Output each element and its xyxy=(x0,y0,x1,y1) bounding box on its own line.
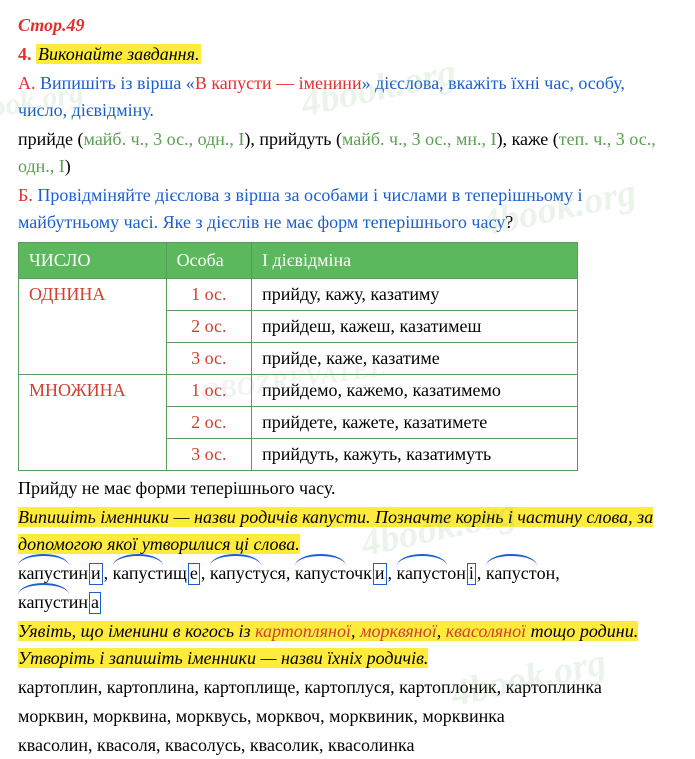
task3-answer-line: морквин, морквина, морквусь, морквоч, мо… xyxy=(18,703,677,730)
verb-1-attrs: майб. ч., 3 ос., одн., І xyxy=(84,129,245,149)
forms-cell: прийду, кажу, казатиму xyxy=(252,279,578,311)
word-root: капуст xyxy=(397,560,448,587)
page-reference: Стор.49 xyxy=(18,15,85,35)
col-header-person: Особа xyxy=(166,243,251,279)
col-header-conjugation: І дієвідміна xyxy=(252,243,578,279)
person-cell: 2 ос. xyxy=(166,407,251,439)
note-after-table: Прийду не має форми теперішнього часу. xyxy=(18,475,677,502)
group-plural: МНОЖИНА xyxy=(19,375,167,471)
question-mark: ? xyxy=(505,212,513,232)
forms-cell: прийдете, кажете, казатимете xyxy=(252,407,578,439)
task-number: 4. xyxy=(18,44,32,64)
word-root: капуст xyxy=(113,560,164,587)
task2-words: капустини, капустище, капустуся, капусто… xyxy=(18,560,677,587)
part-a-text-before: Випишіть із вірша « xyxy=(36,73,195,93)
part-a-answers: прийде (майб. ч., 3 ос., одн., І), прийд… xyxy=(18,126,677,180)
word-rest: уся xyxy=(261,563,286,583)
task-title: Виконайте завдання. xyxy=(36,44,201,64)
task3-answer-line: картоплин, картоплина, картоплище, карто… xyxy=(18,674,677,701)
table-row: МНОЖИНА 1 ос. прийдемо, кажемо, казатиме… xyxy=(19,375,578,407)
task2-words-line2: капустина xyxy=(18,589,677,616)
task3-hl-word: картопляної xyxy=(255,621,351,641)
part-a-instruction: А. Випишіть із вірша «В капусти — іменин… xyxy=(18,70,677,124)
person-cell: 1 ос. xyxy=(166,279,251,311)
part-b-text: Провідміняйте дієслова з вірша за особам… xyxy=(18,185,582,232)
task3-hl-before: Уявіть, що іменини в когось із xyxy=(18,621,255,641)
word-rest: очк xyxy=(346,563,372,583)
task3-hl-word: квасоляної xyxy=(446,621,526,641)
group-singular: ОДНИНА xyxy=(19,279,167,375)
word-suffix: а xyxy=(89,592,101,614)
forms-cell: прийдемо, кажемо, казатимемо xyxy=(252,375,578,407)
col-header-number: ЧИСЛО xyxy=(19,243,167,279)
word-root: капуст xyxy=(486,560,537,587)
word-root: капуст xyxy=(210,560,261,587)
word-suffix: е xyxy=(188,563,200,585)
person-cell: 2 ос. xyxy=(166,311,251,343)
forms-cell: прийдеш, кажеш, казатимеш xyxy=(252,311,578,343)
word-suffix: и xyxy=(89,563,103,585)
verb-1: прийде xyxy=(18,129,73,149)
word-suffix: и xyxy=(373,563,387,585)
verb-2-attrs: майб. ч., 3 ос., мн., І xyxy=(342,129,497,149)
word-root: капуст xyxy=(18,589,69,616)
word-root: капуст xyxy=(295,560,346,587)
person-cell: 3 ос. xyxy=(166,439,251,471)
verb-3: каже xyxy=(512,129,549,149)
table-header-row: ЧИСЛО Особа І дієвідміна xyxy=(19,243,578,279)
word-suffix: і xyxy=(467,563,476,585)
person-cell: 3 ос. xyxy=(166,343,251,375)
task2-highlight: Випишіть іменники — назви родичів капуст… xyxy=(18,507,653,554)
part-b-label: Б. xyxy=(18,185,33,205)
person-cell: 1 ос. xyxy=(166,375,251,407)
task3-instruction: Уявіть, що іменини в когось із картоплян… xyxy=(18,618,677,672)
forms-cell: прийдуть, кажуть, казатимуть xyxy=(252,439,578,471)
poem-title: В капусти — іменини xyxy=(195,73,362,93)
forms-cell: прийде, каже, казатиме xyxy=(252,343,578,375)
task2-instruction: Випишіть іменники — назви родичів капуст… xyxy=(18,504,677,558)
part-b-instruction: Б. Провідміняйте дієслова з вірша за осо… xyxy=(18,182,677,236)
word-rest: ин xyxy=(69,563,88,583)
word-rest: он xyxy=(537,563,556,583)
word-rest: ищ xyxy=(163,563,187,583)
task3-answer-line: квасолин, квасоля, квасолусь, квасолик, … xyxy=(18,732,677,759)
verb-2: прийдуть xyxy=(259,129,331,149)
word-rest: он xyxy=(447,563,466,583)
part-a-label: А. xyxy=(18,73,36,93)
word-rest: ин xyxy=(69,592,88,612)
conjugation-table: ЧИСЛО Особа І дієвідміна ОДНИНА 1 ос. пр… xyxy=(18,242,578,471)
table-row: ОДНИНА 1 ос. прийду, кажу, казатиму xyxy=(19,279,578,311)
task3-hl-word: морквяної xyxy=(360,621,437,641)
